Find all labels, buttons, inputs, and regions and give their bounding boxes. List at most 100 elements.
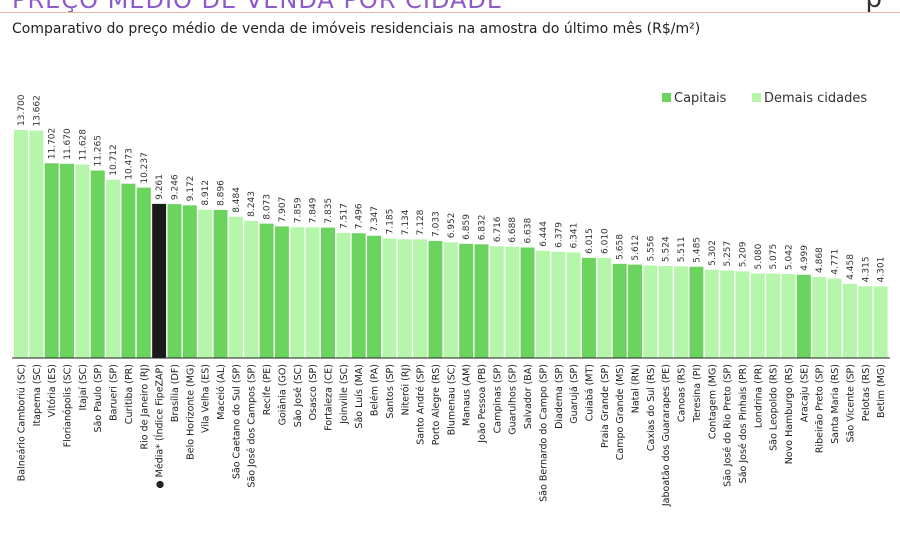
page-title: PREÇO MÉDIO DE VENDA POR CIDADE [12,0,504,14]
data-label: 8.896 [217,180,227,206]
category-label: Ribeirão Preto (SP) [815,364,826,453]
category-label: Vila Velha (ES) [201,364,212,433]
data-label: 4.315 [861,256,871,282]
bar [689,266,704,358]
category-label: Jaboatão dos Guararapes (PE) [661,364,672,507]
average-marker: ● [155,477,166,488]
bar [766,273,781,358]
bar [382,238,397,358]
data-label: 4.771 [831,249,841,275]
category-label: Itajaí (SC) [78,364,89,411]
data-label: 5.556 [646,236,656,262]
category-label: Canoas (RS) [677,364,688,422]
bar [704,269,719,358]
legend-swatch [662,93,671,102]
category-label: Belém (PA) [370,364,381,416]
bar [643,265,658,358]
bar [75,164,90,358]
data-label: 7.347 [370,206,380,232]
chart-subtitle: Comparativo do preço médio de venda de i… [12,21,701,37]
data-label: 7.033 [431,211,441,237]
data-label: 9.261 [155,174,165,200]
category-label: Vitória (ES) [47,364,58,417]
category-label: São Vicente (SP) [845,364,856,442]
data-label: 6.379 [554,222,564,248]
data-label: 6.444 [539,221,549,247]
data-label: 7.859 [293,197,303,223]
category-label: Natal (RN) [631,364,642,413]
category-label: Blumenau (SC) [446,364,457,435]
data-label: 5.485 [692,237,702,263]
data-label: 6.859 [462,214,472,240]
bar [674,266,689,358]
category-label: Aracaju (SE) [799,364,810,422]
category-label: Maceió (AL) [216,364,227,420]
data-label: 5.075 [769,244,779,270]
bar [566,252,581,358]
data-label: 8.484 [232,187,242,213]
bar [720,270,735,358]
data-label: 10.712 [109,144,119,176]
bar [228,216,243,358]
bar [167,204,182,358]
data-label: 5.524 [662,236,672,262]
bar [581,257,596,358]
bar [152,203,167,358]
category-label: Curitiba (PR) [124,364,135,424]
category-label: Balneário Camboriú (SC) [16,364,27,481]
bar [750,273,765,358]
data-label: 9.172 [186,176,196,202]
category-label: Pelotas (RS) [861,364,872,421]
category-label: Recife (PE) [262,364,273,415]
data-label: 4.999 [800,245,810,271]
bar [274,226,289,358]
data-label: 6.010 [600,228,610,254]
category-label: João Pessoa (PB) [477,364,488,444]
bar [106,179,121,358]
category-label: Barueri (SP) [109,364,120,421]
category-label: São José dos Pinhais (PR) [738,364,749,483]
chart-legend: Capitais Demais cidades [662,91,867,106]
bar [336,232,351,358]
bar [259,223,274,358]
bar [520,247,535,358]
bar [842,283,857,358]
legend-label: Demais cidades [764,91,867,106]
category-label: Novo Hamburgo (RS) [784,364,795,464]
legend-swatch [752,93,761,102]
bar [90,170,105,358]
data-label: 13.662 [32,95,42,127]
category-label: Manaus (AM) [462,364,473,426]
category-label: Diadema (SP) [554,364,565,429]
bar [213,209,228,358]
bar [459,243,474,358]
bar [443,242,458,358]
category-label: Caxias do Sul (RS) [646,364,657,451]
data-label: 11.628 [78,129,88,161]
bar [244,220,259,358]
data-label: 4.458 [846,254,856,280]
bar [796,274,811,358]
category-label: Santa Maria (RS) [830,364,841,444]
bar [198,209,213,358]
data-label: 6.638 [524,217,534,243]
bar [367,235,382,358]
data-label: 8.243 [247,191,257,217]
bar [489,246,504,358]
category-label: Santo André (SP) [416,364,427,445]
category-label: São José dos Campos (SP) [247,364,258,488]
bar [351,233,366,358]
category-label: São Luís (MA) [354,364,365,429]
data-label: 11.702 [48,128,58,160]
data-label: 5.080 [754,243,764,269]
bar [121,183,136,358]
category-label: Guarujá (SP) [569,364,580,424]
bar [14,130,28,358]
bar [413,239,428,358]
bar [60,163,74,358]
bar [873,286,888,358]
bar [182,205,197,358]
bar [428,240,443,358]
data-label: 7.128 [416,209,426,235]
legend-label: Capitais [674,91,727,106]
